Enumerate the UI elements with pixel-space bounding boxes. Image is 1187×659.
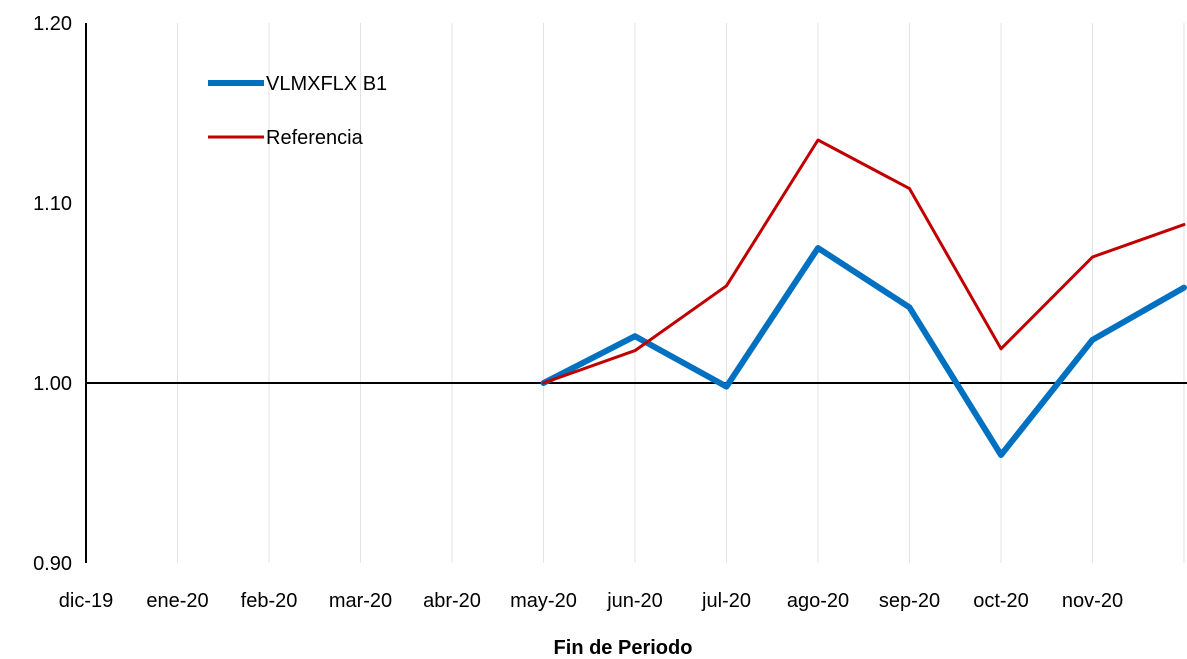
legend: VLMXFLX B1 Referencia xyxy=(208,73,387,149)
series-line-1 xyxy=(542,138,1186,385)
series-line-0 xyxy=(540,245,1187,458)
x-tick-label: mar-20 xyxy=(329,590,392,612)
legend-label-referencia: Referencia xyxy=(266,127,364,149)
y-tick-label: 1.20 xyxy=(33,13,72,35)
x-tick-label: sep-20 xyxy=(879,590,940,612)
legend-item-vlmxflx: VLMXFLX B1 xyxy=(208,73,387,95)
x-tick-label: feb-20 xyxy=(241,590,298,612)
x-tick-label: ene-20 xyxy=(146,590,208,612)
series-group xyxy=(540,138,1187,458)
grid-lines xyxy=(177,23,1185,563)
y-tick-label: 0.90 xyxy=(33,553,72,575)
x-tick-label: jul-20 xyxy=(701,590,751,612)
x-tick-labels: dic-19 ene-20 feb-20 mar-20 abr-20 may-20 jun-… xyxy=(59,590,1123,612)
y-tick-label: 1.00 xyxy=(33,373,72,395)
x-tick-label: jun-20 xyxy=(606,590,663,612)
x-tick-label: ago-20 xyxy=(787,590,849,612)
x-axis-title: Fin de Periodo xyxy=(554,637,693,659)
legend-label-vlmxflx: VLMXFLX B1 xyxy=(266,73,387,95)
x-tick-label: abr-20 xyxy=(423,590,481,612)
x-tick-label: dic-19 xyxy=(59,590,113,612)
x-tick-label: may-20 xyxy=(510,590,577,612)
x-tick-label: oct-20 xyxy=(973,590,1029,612)
y-tick-labels: 0.90 1.00 1.10 1.20 xyxy=(33,13,72,575)
y-tick-label: 1.10 xyxy=(33,193,72,215)
legend-item-referencia: Referencia xyxy=(208,127,364,149)
x-tick-label: nov-20 xyxy=(1062,590,1123,612)
